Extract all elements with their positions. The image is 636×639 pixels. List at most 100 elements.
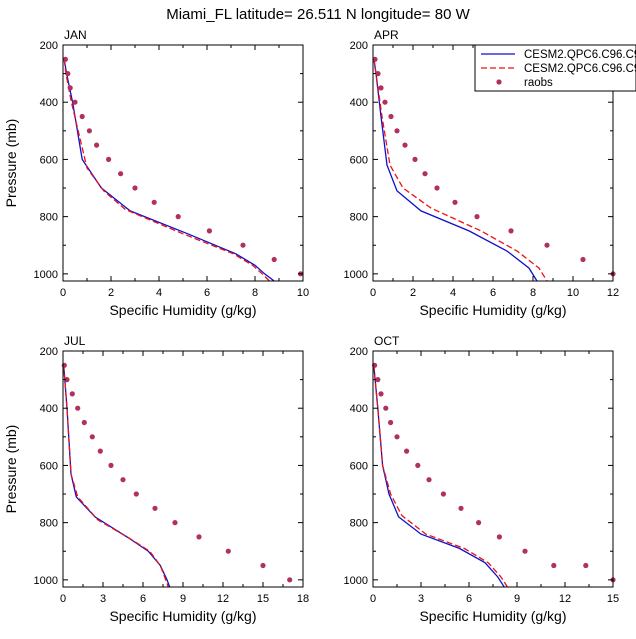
raobs-point <box>388 113 394 120</box>
model-line-solid <box>63 365 171 587</box>
raobs-point <box>67 85 73 91</box>
raobs-point <box>206 228 212 234</box>
y-tick-label: 600 <box>350 460 368 472</box>
raobs-point <box>508 228 514 234</box>
raobs-point <box>108 462 114 468</box>
raobs-point <box>72 99 78 105</box>
y-tick-label: 200 <box>350 346 368 358</box>
model-line-dashed <box>63 365 169 587</box>
raobs-point <box>496 534 502 540</box>
raobs-point <box>118 171 124 177</box>
raobs-point <box>61 362 67 368</box>
model-line-dashed <box>373 365 508 587</box>
raobs-point <box>86 128 92 134</box>
plot-frame <box>62 350 304 588</box>
x-tick-label: 12 <box>217 593 229 605</box>
y-axis-label: Pressure (mb) <box>3 119 19 208</box>
raobs-point <box>81 419 87 426</box>
panels: 0 2 4 6 8 10 200 400 600 800 1000 JAN Specific Humid… <box>3 28 619 624</box>
raobs-point <box>394 434 400 440</box>
raobs-point <box>75 405 81 411</box>
raobs-point <box>474 214 480 220</box>
raobs-point <box>196 534 202 540</box>
raobs-point <box>375 71 381 77</box>
panel-jul: 0 3 6 9 12 15 18 200 400 600 800 1000 JUL Specific Hu… <box>3 334 309 624</box>
raobs-point <box>271 256 277 263</box>
y-tick-label: 800 <box>350 212 368 224</box>
raobs-point <box>151 199 157 205</box>
raobs-point <box>378 391 384 397</box>
y-tick-label: 200 <box>350 40 368 52</box>
y-tick-label: 200 <box>40 40 58 52</box>
raobs-point <box>94 142 100 148</box>
raobs-point <box>372 56 378 62</box>
x-tick-label: 9 <box>514 593 520 605</box>
panel-jan: 0 2 4 6 8 10 200 400 600 800 1000 JAN Specific Humid… <box>3 28 309 318</box>
raobs-point <box>287 577 293 583</box>
y-tick-label: 600 <box>40 460 58 472</box>
panel-oct: 0 3 6 9 12 15 200 400 600 800 1000 OCT Specific Humi… <box>344 334 620 624</box>
raobs-point <box>132 185 138 191</box>
y-tick-label: 400 <box>350 403 368 415</box>
panel-label: JAN <box>64 28 87 42</box>
raobs-point <box>225 548 231 554</box>
x-tick-label: 3 <box>418 593 424 605</box>
panel-label: JUL <box>64 334 86 348</box>
raobs-point <box>440 491 446 497</box>
raobs-point <box>175 214 181 220</box>
x-tick-label: 12 <box>559 593 571 605</box>
panel-label: APR <box>374 28 399 42</box>
raobs-point <box>120 477 126 483</box>
model-line-solid <box>373 365 505 587</box>
raobs-point <box>458 505 464 511</box>
y-axis-label: Pressure (mb) <box>3 425 19 514</box>
raobs-point <box>64 377 70 383</box>
y-tick-label: 1000 <box>34 269 58 281</box>
x-tick-label: 9 <box>180 593 186 605</box>
x-tick-label: 6 <box>204 287 210 299</box>
raobs-point <box>544 242 550 248</box>
legend-box <box>474 44 636 92</box>
model-line-dashed <box>373 59 548 281</box>
raobs-point <box>133 491 139 497</box>
x-tick-label: 4 <box>156 287 162 299</box>
raobs-point <box>394 128 400 134</box>
y-tick-label: 400 <box>350 97 368 109</box>
raobs-point <box>106 156 112 162</box>
x-tick-label: 8 <box>530 287 536 299</box>
x-tick-label: 0 <box>60 593 66 605</box>
x-tick-label: 4 <box>450 287 456 299</box>
raobs-point <box>426 477 432 483</box>
raobs-point <box>402 142 408 148</box>
raobs-point <box>240 242 246 248</box>
raobs-point <box>522 548 528 554</box>
raobs-point <box>583 562 589 569</box>
x-tick-label: 8 <box>252 287 258 299</box>
x-tick-label: 6 <box>490 287 496 299</box>
x-axis-label: Specific Humidity (g/kg) <box>419 302 566 318</box>
raobs-point <box>382 99 388 105</box>
x-tick-label: 2 <box>410 287 416 299</box>
x-tick-label: 15 <box>257 593 269 605</box>
legend-label: CESM2.QPC6.C96.C9 <box>524 63 636 75</box>
raobs-point <box>260 562 266 569</box>
figure-title: Miami_FL latitude= 26.511 N longitude= 8… <box>166 6 470 23</box>
x-tick-label: 0 <box>370 287 376 299</box>
y-tick-label: 200 <box>40 346 58 358</box>
y-tick-label: 400 <box>40 403 58 415</box>
raobs-point <box>62 56 68 62</box>
x-tick-label: 18 <box>297 593 309 605</box>
raobs-point <box>551 562 557 569</box>
raobs-point <box>580 256 586 263</box>
y-tick-label: 400 <box>40 97 58 109</box>
x-axis-label: Specific Humidity (g/kg) <box>109 302 256 318</box>
model-line-solid <box>373 59 538 281</box>
x-tick-label: 10 <box>297 287 309 299</box>
x-tick-label: 2 <box>108 287 114 299</box>
plot-frame <box>62 44 304 282</box>
raobs-point <box>65 71 71 77</box>
y-tick-label: 800 <box>40 518 58 530</box>
x-tick-label: 12 <box>607 287 619 299</box>
raobs-point <box>388 419 394 426</box>
